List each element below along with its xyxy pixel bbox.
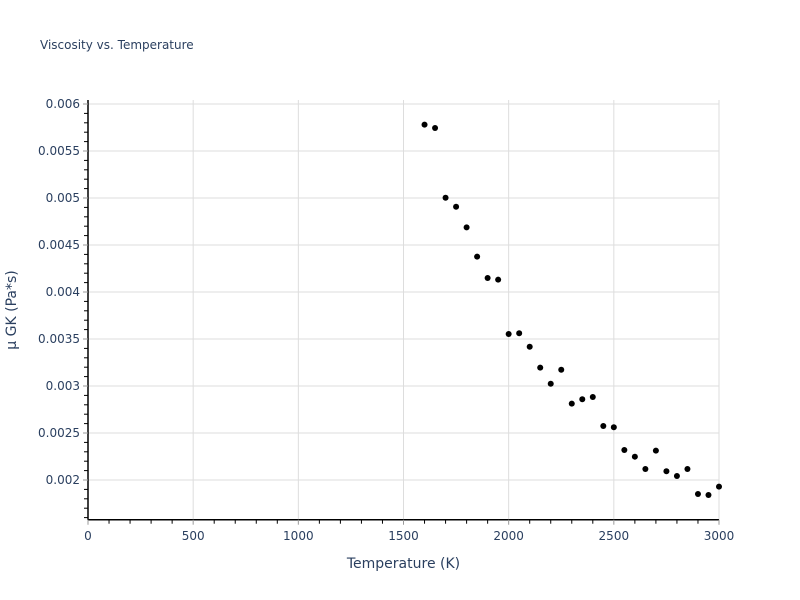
- x-tick-label: 2000: [493, 529, 524, 543]
- data-point[interactable]: [453, 203, 460, 210]
- data-point[interactable]: [568, 400, 575, 407]
- data-points: [421, 121, 722, 499]
- data-point[interactable]: [537, 364, 544, 371]
- data-point[interactable]: [600, 423, 607, 430]
- y-tick-label: 0.0025: [38, 426, 80, 440]
- data-point[interactable]: [579, 396, 586, 403]
- data-point[interactable]: [516, 330, 523, 337]
- y-tick-label: 0.004: [46, 285, 80, 299]
- axes: [83, 100, 720, 525]
- x-tick-label: 0: [84, 529, 92, 543]
- data-point[interactable]: [631, 453, 638, 460]
- chart-title: Viscosity vs. Temperature: [40, 38, 194, 52]
- data-point[interactable]: [642, 466, 649, 473]
- x-tick-label: 2500: [599, 529, 630, 543]
- y-tick-label: 0.005: [46, 191, 80, 205]
- tick-labels: 0 500 1000 1500 2000 2500 3000 0.002 0.0025 0.003…: [38, 97, 734, 543]
- data-point[interactable]: [484, 274, 491, 281]
- x-tick-label: 1500: [388, 529, 419, 543]
- data-point[interactable]: [589, 393, 596, 400]
- y-axis-title: μ GK (Pa*s): [4, 270, 20, 349]
- data-point[interactable]: [716, 483, 722, 490]
- y-tick-label: 0.0055: [38, 144, 80, 158]
- data-point[interactable]: [526, 343, 533, 350]
- data-point[interactable]: [652, 447, 659, 454]
- data-point[interactable]: [558, 366, 565, 373]
- data-point[interactable]: [684, 466, 691, 473]
- data-point[interactable]: [474, 253, 481, 260]
- y-tick-label: 0.003: [46, 379, 80, 393]
- y-tick-label: 0.0045: [38, 238, 80, 252]
- x-axis-title: Temperature (K): [346, 556, 460, 572]
- y-tick-label: 0.0035: [38, 332, 80, 346]
- x-tick-label: 500: [182, 529, 205, 543]
- data-point[interactable]: [673, 472, 680, 479]
- data-point[interactable]: [442, 194, 449, 201]
- data-point[interactable]: [663, 468, 670, 475]
- data-point[interactable]: [463, 224, 470, 231]
- data-point[interactable]: [547, 380, 554, 387]
- y-tick-label: 0.002: [46, 473, 80, 487]
- data-point[interactable]: [610, 424, 617, 431]
- data-point[interactable]: [621, 447, 628, 454]
- grid-lines: [88, 100, 720, 520]
- data-point[interactable]: [705, 492, 712, 499]
- x-tick-label: 1000: [283, 529, 314, 543]
- x-tick-label: 3000: [704, 529, 735, 543]
- data-point[interactable]: [432, 124, 439, 131]
- data-point[interactable]: [505, 331, 512, 338]
- y-tick-label: 0.006: [46, 97, 80, 111]
- data-point[interactable]: [495, 276, 502, 283]
- data-point[interactable]: [421, 121, 428, 128]
- data-point[interactable]: [694, 491, 701, 498]
